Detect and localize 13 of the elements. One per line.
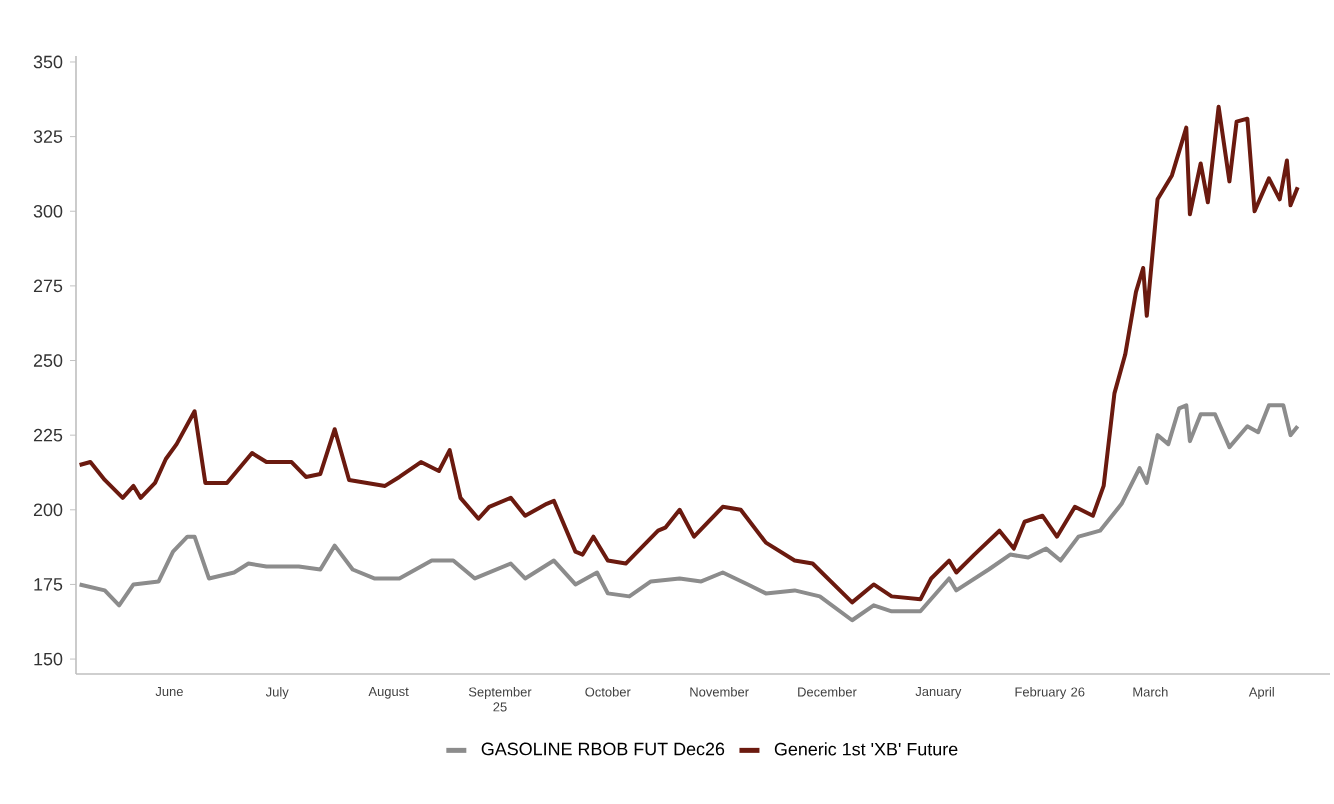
y-tick-label: 300 <box>33 204 63 218</box>
line-series <box>77 104 1300 605</box>
y-tick-label: 250 <box>33 354 63 367</box>
y-tick-label: 175 <box>34 578 63 591</box>
y-tick-label: 350 <box>33 55 63 69</box>
legend-label: Generic 1st 'XB' Future <box>774 742 958 756</box>
line-series <box>77 403 1300 623</box>
y-tick-label: 150 <box>34 652 63 666</box>
y-tick-label: 275 <box>33 279 63 293</box>
y-tick-label: 325 <box>33 130 63 143</box>
y-tick-label: 200 <box>33 503 63 517</box>
legend-label: GASOLINE RBOB FUT Dec26 <box>481 742 725 756</box>
y-tick-label: 225 <box>33 428 63 442</box>
